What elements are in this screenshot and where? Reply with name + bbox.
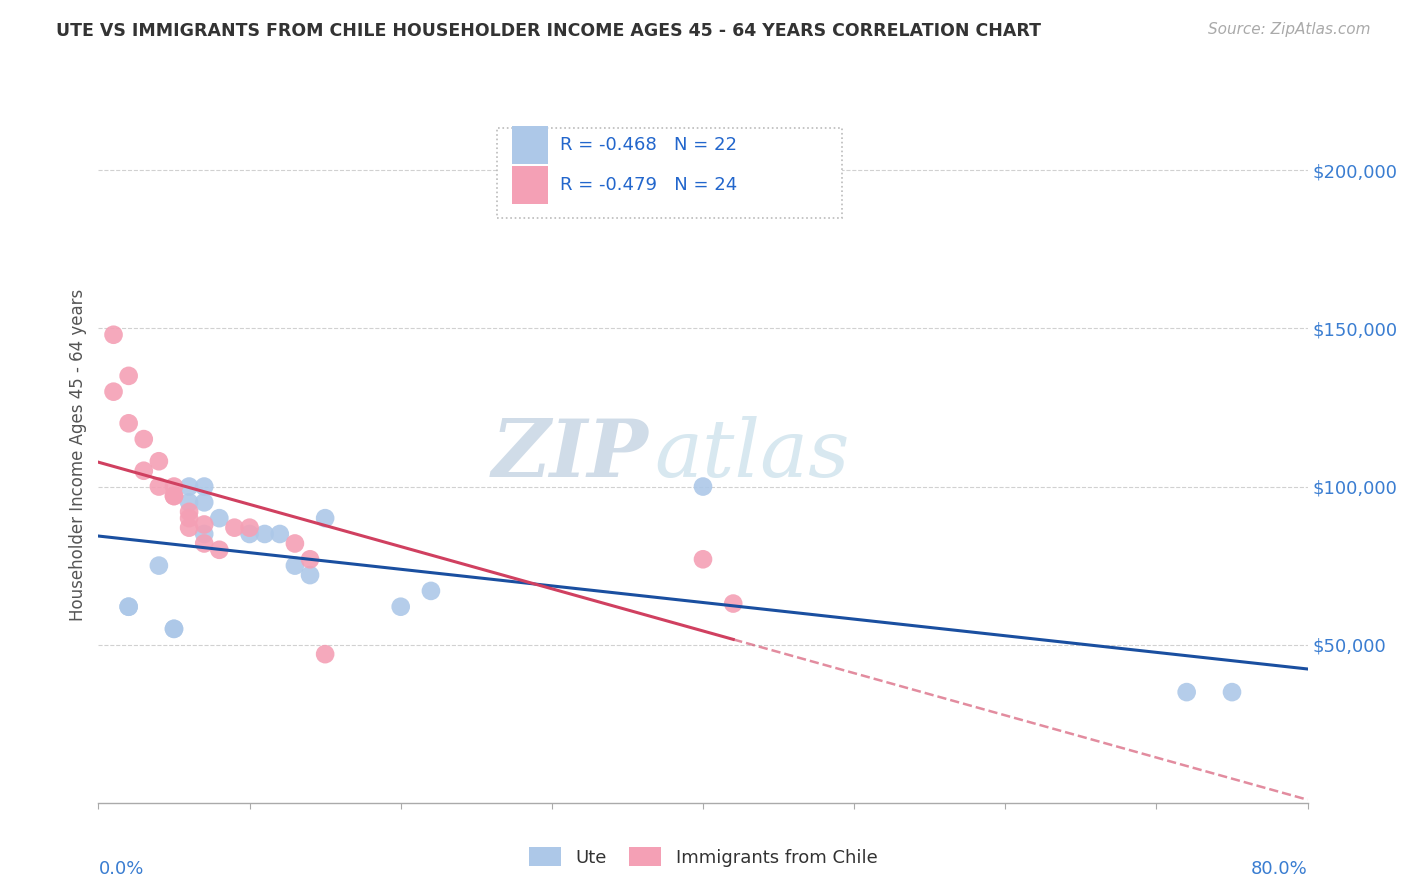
Point bbox=[208, 511, 231, 525]
Text: ZIP: ZIP bbox=[492, 417, 648, 493]
Point bbox=[284, 536, 307, 550]
Point bbox=[284, 558, 307, 573]
Point bbox=[132, 432, 155, 446]
Point bbox=[177, 521, 201, 535]
Legend: Ute, Immigrants from Chile: Ute, Immigrants from Chile bbox=[522, 840, 884, 874]
Point bbox=[103, 327, 125, 342]
Point bbox=[163, 489, 186, 503]
Point bbox=[193, 517, 215, 532]
Point bbox=[148, 479, 170, 493]
Point bbox=[419, 583, 441, 598]
FancyBboxPatch shape bbox=[512, 126, 548, 164]
Point bbox=[163, 622, 186, 636]
Point bbox=[1220, 685, 1243, 699]
Point bbox=[193, 479, 215, 493]
Text: Source: ZipAtlas.com: Source: ZipAtlas.com bbox=[1208, 22, 1371, 37]
Point bbox=[118, 368, 141, 383]
Point bbox=[239, 527, 262, 541]
Point bbox=[253, 527, 276, 541]
Text: 80.0%: 80.0% bbox=[1251, 860, 1308, 878]
Point bbox=[163, 622, 186, 636]
Text: R = -0.468   N = 22: R = -0.468 N = 22 bbox=[561, 136, 737, 154]
Point bbox=[163, 479, 186, 493]
Text: R = -0.479   N = 24: R = -0.479 N = 24 bbox=[561, 176, 738, 194]
Point bbox=[692, 552, 714, 566]
Point bbox=[193, 495, 215, 509]
Point bbox=[177, 495, 201, 509]
Point bbox=[224, 521, 246, 535]
Point bbox=[177, 511, 201, 525]
Point bbox=[148, 454, 170, 468]
Point bbox=[314, 647, 336, 661]
Point bbox=[299, 568, 322, 582]
Point bbox=[177, 479, 201, 493]
Point bbox=[103, 384, 125, 399]
Y-axis label: Householder Income Ages 45 - 64 years: Householder Income Ages 45 - 64 years bbox=[69, 289, 87, 621]
Point bbox=[118, 599, 141, 614]
Point bbox=[389, 599, 412, 614]
Text: UTE VS IMMIGRANTS FROM CHILE HOUSEHOLDER INCOME AGES 45 - 64 YEARS CORRELATION C: UTE VS IMMIGRANTS FROM CHILE HOUSEHOLDER… bbox=[56, 22, 1042, 40]
Point bbox=[692, 479, 714, 493]
Point bbox=[314, 511, 336, 525]
Point bbox=[118, 417, 141, 431]
Point bbox=[1175, 685, 1198, 699]
Point bbox=[269, 527, 291, 541]
FancyBboxPatch shape bbox=[498, 128, 842, 219]
Point bbox=[193, 536, 215, 550]
Point bbox=[299, 552, 322, 566]
Point bbox=[118, 599, 141, 614]
Point bbox=[132, 464, 155, 478]
Point bbox=[163, 489, 186, 503]
Text: atlas: atlas bbox=[655, 417, 851, 493]
Point bbox=[177, 505, 201, 519]
Point bbox=[208, 542, 231, 557]
Point bbox=[148, 558, 170, 573]
Point bbox=[721, 597, 744, 611]
Point bbox=[239, 521, 262, 535]
Point bbox=[193, 527, 215, 541]
FancyBboxPatch shape bbox=[512, 166, 548, 204]
Text: 0.0%: 0.0% bbox=[98, 860, 143, 878]
